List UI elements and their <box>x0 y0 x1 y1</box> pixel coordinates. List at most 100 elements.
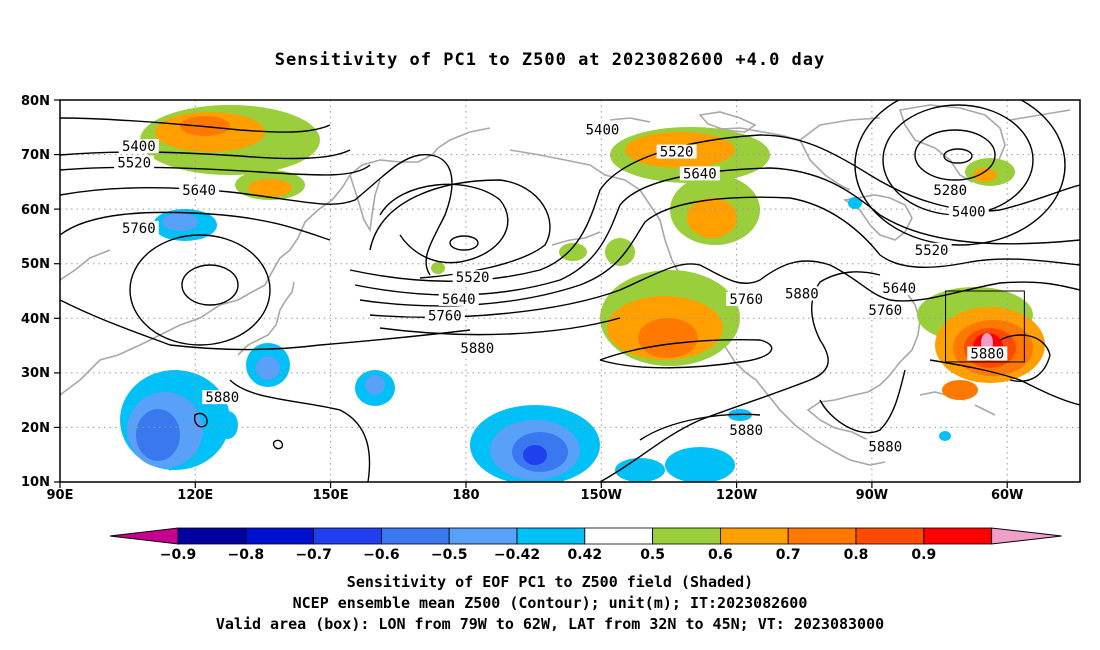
contour-label: 5880 <box>868 439 902 455</box>
colorbar-max-triangle <box>991 527 1062 545</box>
contour-label-bg <box>179 182 220 197</box>
colorbar: −0.9 −0.8 −0.7 −0.6 −0.5 −0.42 0.42 0.5 0.6 0.7 0.… <box>109 527 1062 563</box>
colorbar-label: 0.5 <box>640 547 665 563</box>
contour-label-bg <box>930 182 971 197</box>
contour-label: 5520 <box>117 155 151 171</box>
map-title: Sensitivity of PC1 to Z500 at 2023082600… <box>274 50 826 70</box>
contour-label: 5640 <box>182 183 216 199</box>
lat-label: 40N <box>21 312 50 327</box>
contour-label-bg <box>582 122 623 137</box>
contour-label-bg <box>948 204 989 219</box>
contour-label: 5760 <box>122 221 156 237</box>
contour-label-bg <box>118 139 159 154</box>
latitude-labels: 80N 70N 60N 50N 40N 30N 20N 10N <box>21 94 50 490</box>
colorbar-label: 0.8 <box>844 547 869 563</box>
contour-label: 5880 <box>460 341 494 357</box>
contour-label: 5640 <box>882 281 916 297</box>
caption-line: Sensitivity of EOF PC1 to Z500 field (Sh… <box>346 573 754 591</box>
longitude-labels: 90E 120E 150E 180 150W 120W 90W 60W <box>47 488 1024 503</box>
lat-label: 20N <box>21 421 50 436</box>
colorbar-label: −0.5 <box>431 547 468 563</box>
contour-label-bg <box>452 270 493 285</box>
contour-label-bg <box>865 439 906 454</box>
colorbar-cell <box>787 527 857 545</box>
colorbar-cell <box>516 527 586 545</box>
contour-label-bg <box>911 242 952 257</box>
colorbar-cell <box>720 527 789 545</box>
colorbar-cell <box>855 527 925 545</box>
contour-label-bg <box>679 166 720 181</box>
colorbar-cell <box>923 527 992 545</box>
lon-label: 60W <box>991 488 1023 503</box>
contour-label-bg <box>726 291 767 306</box>
colorbar-cell <box>313 527 382 545</box>
lon-label: 120E <box>177 488 213 503</box>
figure-caption: Sensitivity of EOF PC1 to Z500 field (Sh… <box>0 572 1100 635</box>
valid-area-box <box>945 290 1025 363</box>
contour-label-bg <box>781 286 822 301</box>
colorbar-cell <box>652 527 721 545</box>
contour-label: 5280 <box>933 183 967 199</box>
contour-label: 5760 <box>729 292 763 308</box>
contour-label: 5880 <box>785 286 819 302</box>
colorbar-cell <box>245 527 315 545</box>
caption-line: NCEP ensemble mean Z500 (Contour); unit(… <box>292 594 808 612</box>
colorbar-label: 0.7 <box>776 547 801 563</box>
lat-label: 70N <box>21 148 50 163</box>
contour-label-bg <box>656 144 697 159</box>
contour-label: 5640 <box>683 166 717 182</box>
lon-label: 120W <box>716 488 757 503</box>
colorbar-label: −0.8 <box>228 547 265 563</box>
map-plot-area <box>60 100 1080 482</box>
colorbar-label: −0.6 <box>363 547 400 563</box>
caption-line: Valid area (box): LON from 79W to 62W, L… <box>215 615 885 633</box>
contour-label-bg <box>879 281 920 295</box>
lat-label: 30N <box>21 366 50 381</box>
contour-label-bg <box>457 341 498 356</box>
contour-label: 5880 <box>970 346 1004 362</box>
colorbar-cell <box>380 527 450 545</box>
lon-label: 150W <box>581 488 622 503</box>
contour-label: 5520 <box>660 145 694 161</box>
contour-label: 5640 <box>442 292 476 308</box>
contour-label-bg <box>114 155 155 170</box>
lon-label: 150E <box>313 488 349 503</box>
contour-label-bg <box>726 422 767 437</box>
colorbar-min-triangle <box>109 527 179 545</box>
lat-label: 10N <box>21 475 50 490</box>
contour-label: 5760 <box>428 308 462 324</box>
contour-label: 5400 <box>586 123 620 139</box>
map-frame <box>59 99 1081 483</box>
contour-label: 5760 <box>868 303 902 319</box>
contour-label: 5520 <box>456 270 490 286</box>
contour-label: 5520 <box>915 243 949 259</box>
lon-label: 180 <box>452 488 479 503</box>
contour-labels: 5400552056405760576054005520564055205640… <box>0 122 1008 455</box>
colorbar-label: −0.9 <box>160 547 197 563</box>
contour-label-bg <box>118 220 159 235</box>
contour-label-bg <box>202 390 243 405</box>
colorbar-label: 0.9 <box>911 547 936 563</box>
colorbar-label: −0.42 <box>494 547 540 563</box>
lat-label: 50N <box>21 257 50 272</box>
contour-label-bg <box>438 291 479 306</box>
lon-label: 90E <box>47 488 74 503</box>
contour-label-bg <box>424 308 465 323</box>
contour-label-bg <box>967 346 1008 361</box>
lon-label: 90W <box>856 488 888 503</box>
axis-ticks <box>54 99 1008 488</box>
lat-label: 80N <box>21 94 50 109</box>
colorbar-cell <box>584 527 653 545</box>
contour-label-bg <box>0 193 2 208</box>
colorbar-label: 0.6 <box>708 547 733 563</box>
contour-label-bg <box>865 302 906 317</box>
colorbar-label: −0.7 <box>295 547 332 563</box>
colorbar-cell <box>448 527 518 545</box>
colorbar-cell <box>177 527 247 545</box>
lat-label: 60N <box>21 203 50 218</box>
contour-label: 5880 <box>729 423 763 439</box>
contour-label: 5400 <box>122 139 156 155</box>
colorbar-label: 0.42 <box>568 547 603 563</box>
contour-label: 5880 <box>205 390 239 406</box>
